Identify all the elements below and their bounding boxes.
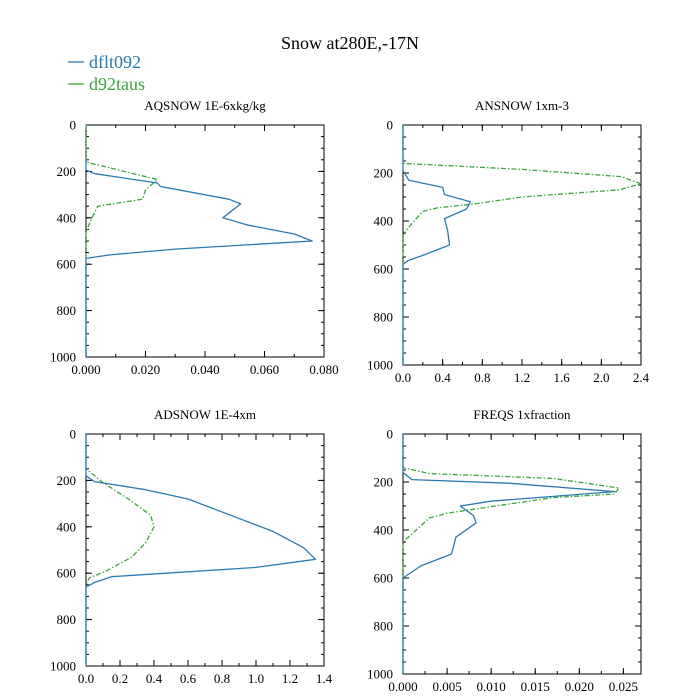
y-tick-label-freqs: 200 xyxy=(374,475,394,490)
y-tick-label-adsnow: 200 xyxy=(57,473,77,488)
series-line-dflt092-ansnow xyxy=(402,125,472,365)
y-tick-label-ansnow: 600 xyxy=(374,262,394,277)
legend-label-dflt092: dflt092 xyxy=(89,52,141,72)
y-tick-label-adsnow: 0 xyxy=(70,427,77,442)
y-tick-label-aqsnow: 600 xyxy=(57,257,77,272)
x-tick-label-ansnow: 0.0 xyxy=(395,370,411,385)
y-tick-label-ansnow: 0 xyxy=(387,118,394,133)
x-tick-label-freqs: 0.010 xyxy=(477,679,506,694)
x-tick-label-ansnow: 2.0 xyxy=(593,370,609,385)
y-tick-label-freqs: 600 xyxy=(374,571,394,586)
series-line-d92taus-ansnow xyxy=(402,125,642,365)
x-tick-label-freqs: 0.005 xyxy=(432,679,461,694)
x-tick-label-adsnow: 1.2 xyxy=(282,671,298,686)
series-line-dflt092-aqsnow xyxy=(85,159,313,357)
series-line-d92taus-aqsnow xyxy=(85,125,159,357)
y-tick-label-freqs: 1000 xyxy=(367,667,393,682)
panel-title-aqsnow: AQSNOW 1E-6xkg/kg xyxy=(144,98,266,113)
panel-title-adsnow: ADSNOW 1E-4xm xyxy=(154,407,256,422)
x-tick-label-adsnow: 0.2 xyxy=(112,671,128,686)
legend: dflt092 d92taus xyxy=(68,52,145,94)
y-tick-label-aqsnow: 200 xyxy=(57,164,77,179)
x-tick-label-aqsnow: 0.000 xyxy=(71,362,100,377)
x-tick-label-freqs: 0.020 xyxy=(565,679,594,694)
x-tick-label-ansnow: 1.6 xyxy=(554,370,571,385)
y-tick-label-ansnow: 400 xyxy=(374,214,394,229)
y-tick-label-aqsnow: 400 xyxy=(57,210,77,225)
x-tick-label-ansnow: 1.2 xyxy=(514,370,530,385)
y-tick-label-ansnow: 800 xyxy=(374,310,394,325)
plot-frame-aqsnow xyxy=(85,124,325,358)
y-tick-label-adsnow: 600 xyxy=(57,566,77,581)
x-tick-label-freqs: 0.000 xyxy=(388,679,417,694)
series-line-dflt092-freqs xyxy=(402,434,616,674)
series-line-d92taus-freqs xyxy=(402,434,620,674)
plot-frame-adsnow xyxy=(85,433,325,667)
series-line-d92taus-adsnow xyxy=(85,434,155,666)
y-tick-label-aqsnow: 0 xyxy=(70,118,77,133)
y-tick-label-adsnow: 400 xyxy=(57,519,77,534)
x-tick-label-adsnow: 1.0 xyxy=(248,671,264,686)
panel-title-freqs: FREQS 1xfraction xyxy=(473,407,571,422)
x-tick-label-aqsnow: 0.040 xyxy=(190,362,219,377)
x-tick-label-adsnow: 0.0 xyxy=(78,671,94,686)
y-tick-label-adsnow: 800 xyxy=(57,612,77,627)
y-tick-label-adsnow: 1000 xyxy=(50,659,76,674)
y-tick-label-aqsnow: 800 xyxy=(57,303,77,318)
y-tick-label-aqsnow: 1000 xyxy=(50,350,76,365)
series-line-dflt092-adsnow xyxy=(85,434,317,666)
y-tick-label-freqs: 800 xyxy=(374,619,394,634)
y-tick-label-freqs: 0 xyxy=(387,427,394,442)
x-tick-label-ansnow: 0.4 xyxy=(435,370,452,385)
y-tick-label-freqs: 400 xyxy=(374,523,394,538)
x-tick-label-adsnow: 1.4 xyxy=(316,671,333,686)
x-tick-label-freqs: 0.015 xyxy=(521,679,550,694)
x-tick-label-aqsnow: 0.060 xyxy=(250,362,279,377)
x-tick-label-ansnow: 0.8 xyxy=(474,370,490,385)
x-tick-label-adsnow: 0.6 xyxy=(180,671,197,686)
legend-label-d92taus: d92taus xyxy=(89,74,145,94)
figure-title: Snow at280E,-17N xyxy=(281,33,419,53)
x-tick-label-adsnow: 0.4 xyxy=(146,671,163,686)
x-tick-label-ansnow: 2.4 xyxy=(633,370,650,385)
x-tick-label-aqsnow: 0.080 xyxy=(309,362,338,377)
x-tick-label-adsnow: 0.8 xyxy=(214,671,230,686)
plot-frame-ansnow xyxy=(402,124,642,366)
y-tick-label-ansnow: 1000 xyxy=(367,358,393,373)
x-tick-label-freqs: 0.025 xyxy=(609,679,638,694)
panel-title-ansnow: ANSNOW 1xm-3 xyxy=(475,98,569,113)
plot-frame-freqs xyxy=(402,433,642,675)
y-tick-label-ansnow: 200 xyxy=(374,166,394,181)
x-tick-label-aqsnow: 0.020 xyxy=(131,362,160,377)
